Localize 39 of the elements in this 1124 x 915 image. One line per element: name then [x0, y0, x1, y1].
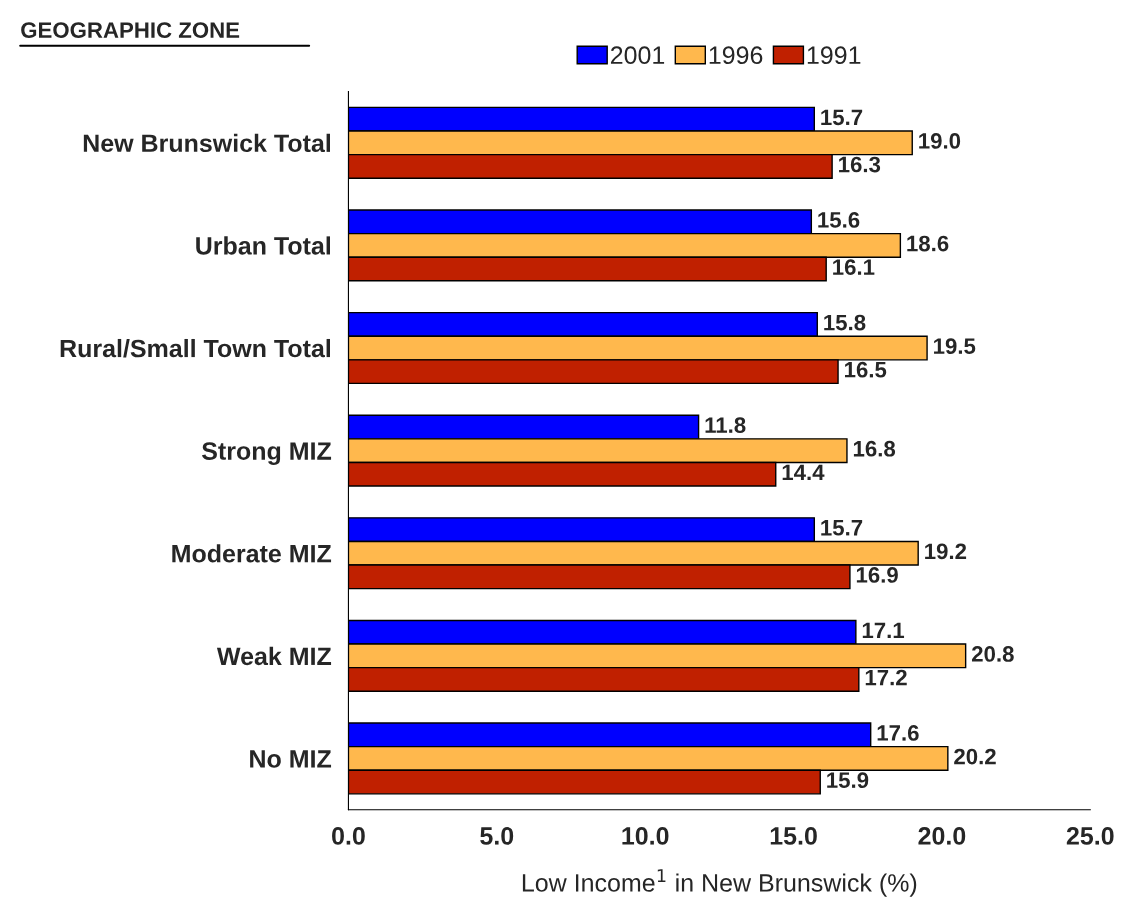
data-label: 16.3 [839, 156, 881, 173]
y-tick-label: New Brunswick Total [83, 133, 331, 153]
data-label: 16.1 [833, 259, 875, 275]
data-label: 14.4 [782, 464, 825, 480]
data-label: 19.0 [919, 133, 961, 149]
legend-label: 1996 [709, 46, 763, 65]
data-label: 17.6 [877, 725, 919, 741]
data-label: 19.5 [934, 338, 976, 354]
legend-label: 1991 [807, 46, 861, 65]
y-tick-label: Strong MIZ [201, 442, 332, 465]
data-label: 15.9 [827, 772, 869, 789]
x-tick-label: 10.0 [622, 827, 669, 845]
text: GEOGRAPHIC ZONE [21, 22, 240, 38]
y-tick-label: Urban Total [196, 236, 331, 255]
data-label: 16.9 [856, 567, 898, 583]
y-tick-label: No MIZ [250, 750, 332, 768]
data-label: 15.8 [824, 314, 866, 331]
legend-label: 2001 [610, 46, 665, 65]
y-tick-label: Rural/Small Town Total [60, 338, 331, 358]
data-label: 18.6 [907, 235, 949, 252]
y-tick-label: Moderate MIZ [172, 544, 332, 563]
data-label: 17.1 [862, 622, 905, 639]
data-label: 15.7 [821, 109, 863, 126]
x-tick-label: 25.0 [1066, 827, 1114, 845]
data-label: 17.2 [865, 669, 907, 686]
data-label: 20.2 [954, 748, 996, 765]
data-label: 20.8 [971, 646, 1014, 662]
data-label: 16.5 [845, 361, 887, 378]
y-tick-label: Weak MIZ [216, 646, 332, 666]
data-label: 11.8 [705, 417, 746, 433]
x-tick-label: 0.0 [332, 827, 365, 845]
x-tick-label: 15.0 [770, 827, 817, 845]
x-tick-label: 20.0 [918, 827, 966, 845]
data-label: 15.7 [821, 520, 863, 536]
data-label: 15.6 [818, 212, 860, 228]
data-label: 19.2 [925, 543, 967, 560]
x-tick-label: 5.0 [480, 827, 514, 845]
data-label: 16.8 [853, 440, 896, 457]
x-axis-title: Low Income$^{1}$ in New Brunswick (%) [522, 869, 917, 897]
